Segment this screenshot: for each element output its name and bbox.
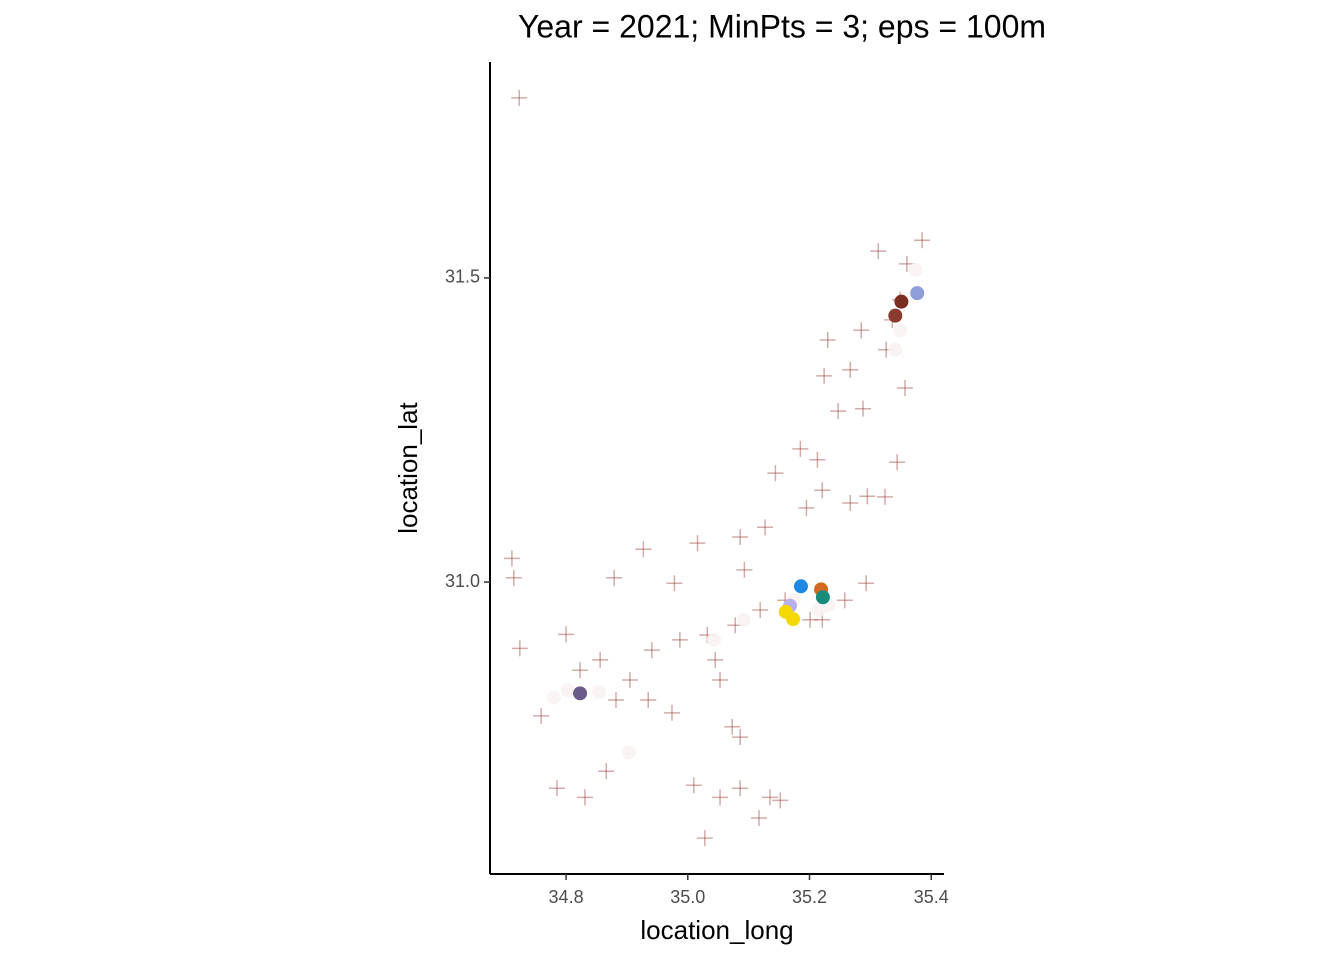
cluster-point	[888, 308, 903, 323]
noise-point	[503, 550, 520, 567]
noise-point	[792, 440, 809, 457]
cluster-point	[573, 686, 588, 701]
y-axis-label: location_lat	[393, 401, 423, 533]
noise-point	[889, 454, 906, 471]
noise-point	[772, 792, 789, 809]
cluster-point	[736, 612, 751, 627]
noise-point	[819, 331, 836, 348]
x-tick-label: 35.2	[792, 887, 827, 907]
cluster-point	[560, 683, 575, 698]
noise-point	[897, 380, 914, 397]
noise-point	[511, 640, 528, 657]
noise-point	[666, 575, 683, 592]
x-tick-label: 35.4	[914, 887, 949, 907]
noise-point	[732, 529, 749, 546]
cluster-point	[621, 745, 636, 760]
cluster-point	[778, 604, 793, 619]
noise-point	[707, 651, 724, 668]
noise-point	[736, 561, 753, 578]
noise-point	[859, 488, 876, 505]
noise-point	[621, 671, 638, 688]
y-tick-label: 31.5	[445, 267, 480, 287]
noise-point	[712, 789, 729, 806]
noise-point	[607, 692, 624, 709]
noise-point	[761, 789, 778, 806]
noise-point	[855, 400, 872, 417]
noise-point	[696, 830, 713, 847]
x-axis-label: location_long	[640, 915, 793, 945]
noise-point	[548, 780, 565, 797]
cluster-point	[706, 632, 721, 647]
cluster-point	[910, 286, 925, 301]
noise-point	[802, 611, 819, 628]
noise-point	[689, 535, 706, 552]
cluster-point	[894, 294, 909, 309]
noise-point	[558, 626, 575, 643]
noise-point	[858, 575, 875, 592]
noise-point	[685, 777, 702, 794]
noise-point	[505, 569, 522, 586]
x-tick-label: 34.8	[549, 887, 584, 907]
noise-point	[809, 451, 826, 468]
cluster-point	[815, 590, 830, 605]
noise-point	[732, 780, 749, 797]
noise-point	[635, 541, 652, 558]
noise-point	[750, 810, 767, 827]
noise-point	[870, 243, 887, 260]
noise-point	[712, 671, 729, 688]
noise-point	[798, 499, 815, 516]
noise-point	[814, 482, 831, 499]
noise-point	[816, 367, 833, 384]
y-tick-label: 31.0	[445, 571, 480, 591]
noise-point	[533, 707, 550, 724]
noise-point	[576, 789, 593, 806]
noise-point	[836, 592, 853, 609]
noise-point	[511, 89, 528, 106]
noise-point	[606, 569, 623, 586]
noise-point	[914, 232, 931, 249]
x-tick-label: 35.0	[670, 887, 705, 907]
noise-point	[732, 729, 749, 746]
noise-point	[830, 403, 847, 420]
cluster-point	[793, 579, 808, 594]
cluster-point	[546, 690, 561, 705]
noise-point	[643, 642, 660, 659]
noise-point	[640, 692, 657, 709]
cluster-point	[908, 263, 923, 278]
noise-point	[876, 488, 893, 505]
noise-point	[598, 763, 615, 780]
noise-point	[853, 322, 870, 339]
noise-point	[671, 631, 688, 648]
noise-point	[592, 651, 609, 668]
noise-point	[572, 662, 589, 679]
noise-point	[757, 519, 774, 536]
noise-point	[663, 704, 680, 721]
cluster-point	[888, 342, 903, 357]
chart-title: Year = 2021; MinPts = 3; eps = 100m	[518, 8, 1046, 44]
noise-point	[724, 718, 741, 735]
noise-point	[752, 602, 769, 619]
cluster-point	[893, 323, 908, 338]
cluster-point	[591, 685, 606, 700]
noise-point	[842, 494, 859, 511]
noise-point	[767, 465, 784, 482]
noise-point	[842, 361, 859, 378]
